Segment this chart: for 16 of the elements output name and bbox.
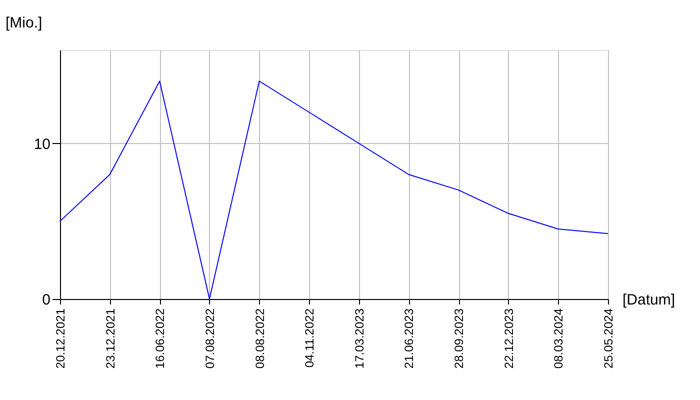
x-tick-label: 07.08.2022 (202, 308, 217, 369)
x-tick-label: 25.05.2024 (602, 308, 616, 369)
x-tick-label: 04.11.2022 (302, 308, 317, 368)
x-tick-label: 08.08.2022 (252, 308, 267, 369)
x-tick-label: 08.03.2024 (552, 308, 566, 369)
x-tick-label: 21.06.2023 (402, 308, 416, 369)
x-tick-label: 16.06.2022 (153, 308, 168, 369)
x-tick-label: 17.03.2023 (352, 308, 366, 369)
y-axis-title: [Mio.] (6, 14, 42, 32)
x-tick-label: 23.12.2021 (103, 308, 118, 369)
y-tick-label: 10 (34, 136, 50, 153)
x-tick-label: 22.12.2023 (502, 308, 516, 369)
x-tick-label: 20.12.2021 (54, 308, 68, 369)
x-axis-title: [Datum] (622, 292, 676, 308)
x-tick-label: 28.09.2023 (452, 308, 466, 369)
y-tick-label: 0 (42, 292, 50, 308)
